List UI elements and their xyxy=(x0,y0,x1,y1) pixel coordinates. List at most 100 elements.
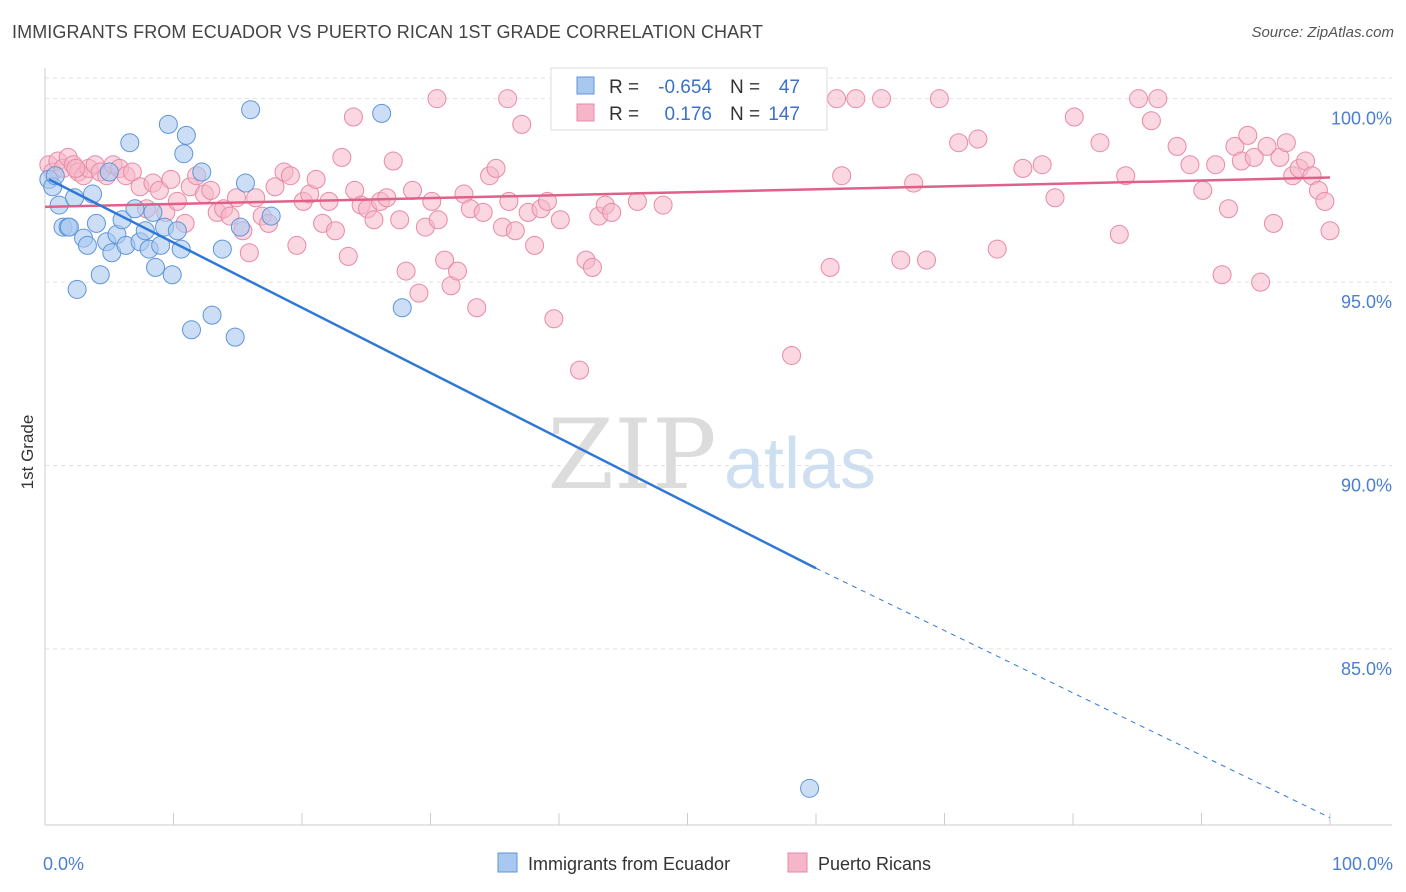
pr-stats-swatch xyxy=(576,103,595,122)
pr-point xyxy=(486,158,506,178)
pr-point xyxy=(570,360,590,380)
ecuador-point xyxy=(49,195,69,215)
pr-point xyxy=(396,261,416,281)
y-axis-title: 1st Grade xyxy=(18,415,37,490)
pr-point xyxy=(1013,158,1033,178)
ecuador-point xyxy=(192,162,212,182)
pr-point xyxy=(201,180,221,200)
ecuador-trend-line xyxy=(48,178,817,570)
pr-point xyxy=(1320,221,1340,241)
pr-point xyxy=(968,129,988,149)
ecuador-point xyxy=(143,202,163,222)
pr-point xyxy=(1180,155,1200,175)
pr-n-value: 147 xyxy=(768,104,800,125)
ecuador-point xyxy=(241,100,261,120)
pr-point xyxy=(343,107,363,127)
watermark: ZIP atlas xyxy=(547,399,876,511)
pr-point xyxy=(846,89,866,109)
pr-point xyxy=(1032,155,1052,175)
ecuador-point xyxy=(392,298,412,318)
ecuador-point xyxy=(90,265,110,285)
ecuador-point xyxy=(146,257,166,277)
pr-point xyxy=(338,246,358,266)
y-tick-label-95: 95.0% xyxy=(1341,292,1392,312)
pr-point xyxy=(435,250,455,270)
y-tick-label-85: 85.0% xyxy=(1341,659,1392,679)
ecuador-point xyxy=(67,279,87,299)
watermark-atlas: atlas xyxy=(724,424,876,504)
pr-point xyxy=(1251,272,1271,292)
pr-point xyxy=(904,173,924,193)
pr-point xyxy=(467,298,487,318)
pr-point xyxy=(332,147,352,167)
legend-swatch-pr xyxy=(787,852,808,873)
pr-point xyxy=(287,235,307,255)
pr-point xyxy=(602,202,622,222)
pr-point xyxy=(1238,125,1258,145)
stats-box-frame xyxy=(550,67,828,131)
pr-point xyxy=(1167,136,1187,156)
watermark-zip: ZIP xyxy=(547,399,716,511)
ecuador-point xyxy=(800,778,820,798)
y-tick-label-90: 90.0% xyxy=(1341,476,1392,496)
pr-point xyxy=(872,89,892,109)
pr-point xyxy=(512,114,532,134)
ecuador-point xyxy=(230,217,250,237)
pr-point xyxy=(403,180,423,200)
legend: Immigrants from Ecuador Puerto Ricans xyxy=(497,852,931,874)
ecuador-point xyxy=(212,239,232,259)
pr-point xyxy=(364,210,384,230)
pr-point xyxy=(1315,191,1335,211)
puerto-rican-points xyxy=(39,89,1340,380)
pr-point xyxy=(1129,89,1149,109)
pr-point xyxy=(820,257,840,277)
pr-point xyxy=(306,169,326,189)
legend-swatch-ecuador xyxy=(497,852,518,873)
ecuador-point xyxy=(202,305,222,325)
x-tick-label-0: 0.0% xyxy=(43,854,84,874)
legend-label-ecuador: Immigrants from Ecuador xyxy=(528,854,730,874)
pr-point xyxy=(1276,133,1296,153)
x-tick-labels: 0.0% 100.0% xyxy=(43,854,1393,874)
pr-point xyxy=(627,191,647,211)
legend-label-pr: Puerto Ricans xyxy=(818,854,931,874)
ecuador-point xyxy=(77,235,97,255)
pr-point xyxy=(653,195,673,215)
ecuador-point xyxy=(176,125,196,145)
pr-point xyxy=(1090,133,1110,153)
y-tick-labels: 85.0% 90.0% 95.0% 100.0% xyxy=(1331,109,1392,679)
ecuador-point xyxy=(59,217,79,237)
ecuador-point xyxy=(225,327,245,347)
pr-point xyxy=(427,89,447,109)
pr-trend-line xyxy=(44,176,1331,209)
pr-point xyxy=(161,169,181,189)
pr-point xyxy=(505,221,525,241)
pr-point xyxy=(1109,224,1129,244)
pr-point xyxy=(122,162,142,182)
pr-point xyxy=(167,191,187,211)
pr-point xyxy=(1263,213,1283,233)
pr-point xyxy=(782,345,802,365)
x-tick-label-100: 100.0% xyxy=(1332,854,1393,874)
ecuador-point xyxy=(181,320,201,340)
ecuador-point xyxy=(120,133,140,153)
axes xyxy=(44,68,1392,826)
ecuador-stats-swatch xyxy=(576,76,595,95)
stats-box: R = -0.654 N = 47 R = 0.176 N = 147 xyxy=(550,67,828,131)
pr-point xyxy=(949,133,969,153)
pr-n-label: N = xyxy=(730,104,760,125)
pr-point xyxy=(1257,136,1277,156)
pr-r-label: R = xyxy=(609,104,639,125)
ecuador-point xyxy=(372,103,392,123)
pr-point xyxy=(390,210,410,230)
chart-title: IMMIGRANTS FROM ECUADOR VS PUERTO RICAN … xyxy=(12,22,764,42)
trend-lines xyxy=(44,176,1331,819)
ecuador-n-label: N = xyxy=(730,77,760,98)
pr-point xyxy=(473,202,493,222)
pr-point xyxy=(1141,111,1161,131)
pr-point xyxy=(383,151,403,171)
pr-point xyxy=(409,283,429,303)
ecuador-point xyxy=(99,162,119,182)
ecuador-point xyxy=(174,144,194,164)
